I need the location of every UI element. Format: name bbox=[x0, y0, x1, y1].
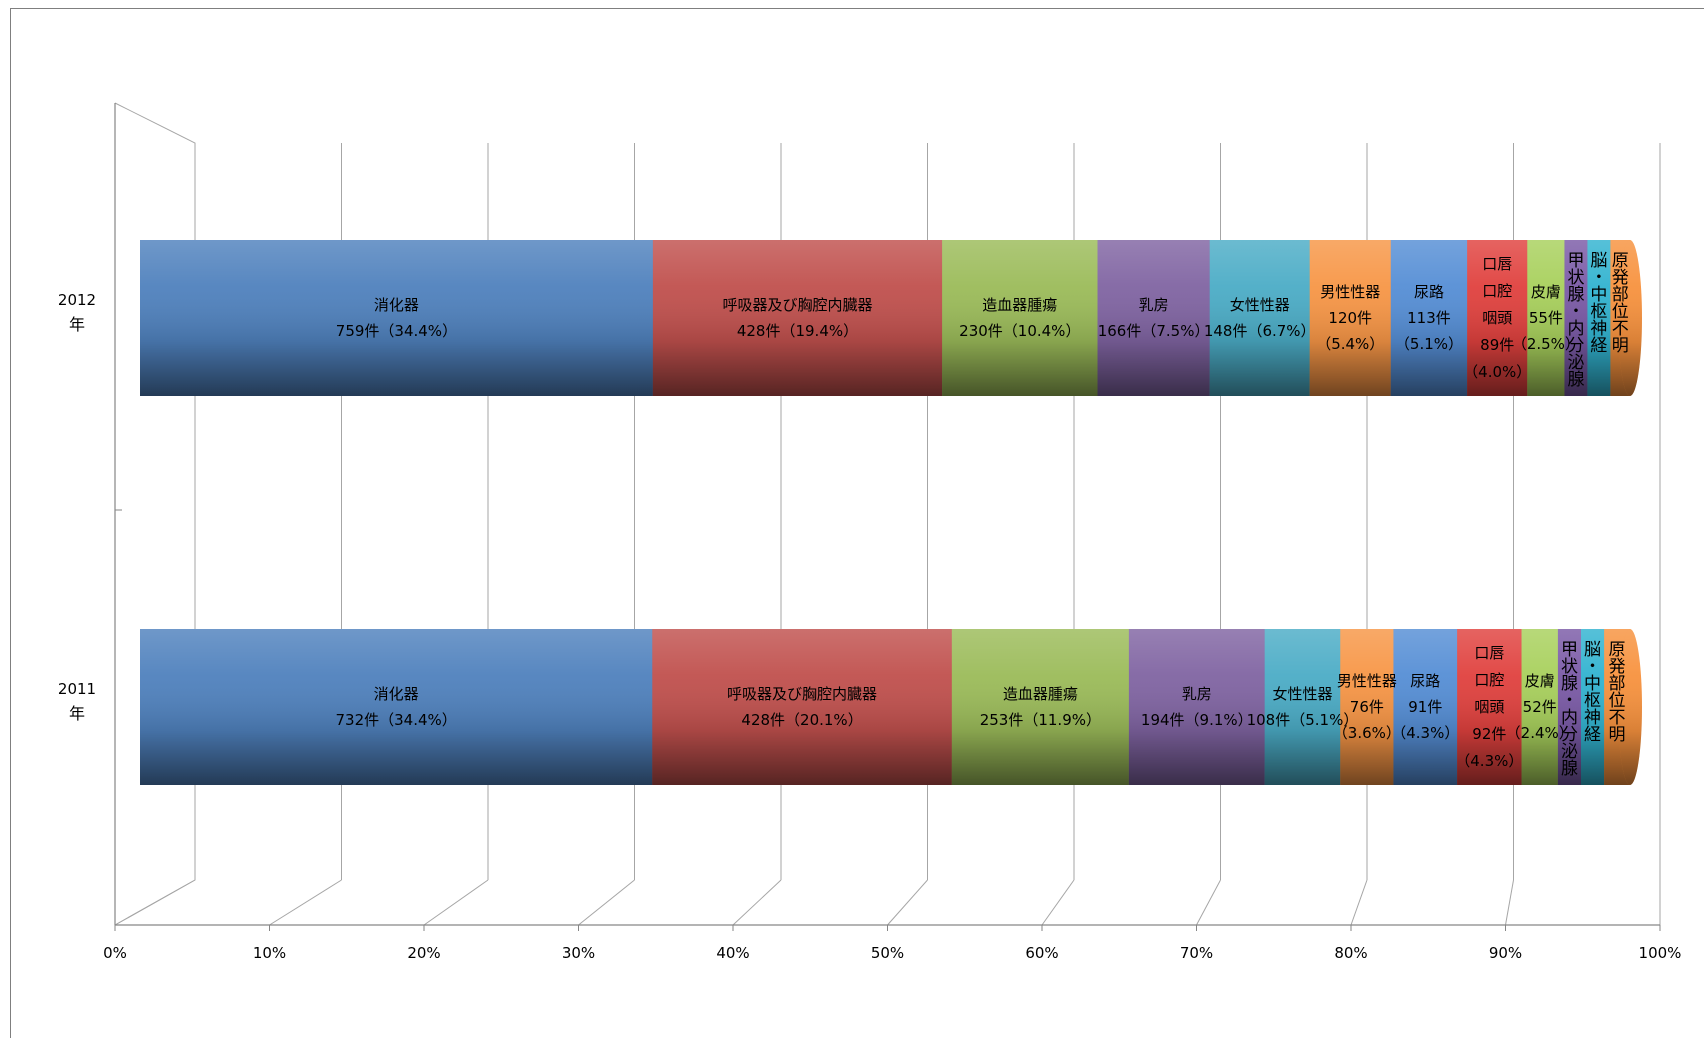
y-tick-label: 年 bbox=[69, 704, 85, 723]
data-label: 乳房 194件（9.1%） bbox=[1141, 685, 1253, 729]
bar-segment-shade bbox=[951, 629, 1130, 785]
bar-segment-shade bbox=[1309, 240, 1392, 396]
chart-walls bbox=[114, 102, 196, 926]
bar-segment-shade bbox=[140, 629, 653, 785]
x-tick-label: 80% bbox=[1334, 944, 1367, 962]
data-label: 原発部位不明 bbox=[1609, 640, 1626, 745]
floor-line bbox=[1041, 879, 1075, 926]
data-label: 消化器 732件（34.4%） bbox=[336, 685, 457, 729]
floor-line bbox=[269, 879, 342, 926]
data-labels: 消化器 759件（34.4%） 呼吸器及び胸腔内臓器 428件（19.4%） 造血器腫瘍… bbox=[336, 251, 1629, 779]
data-label: 脳・中枢神経 bbox=[1590, 251, 1607, 356]
data-label: 甲状腺・内分泌腺 bbox=[1567, 251, 1584, 390]
data-label: 呼吸器及び胸腔内臓器 428件（20.1%） bbox=[727, 685, 877, 729]
bar-segment-shade bbox=[1527, 240, 1566, 396]
x-tick-label: 50% bbox=[871, 944, 904, 962]
bar-segment-shade bbox=[1209, 240, 1311, 396]
y-axis: 2012 年 2011 年 bbox=[58, 291, 96, 723]
data-label: 皮膚 52件（2.4%） bbox=[1506, 672, 1574, 742]
x-tick-label: 40% bbox=[716, 944, 749, 962]
bar-segment-shade bbox=[652, 240, 943, 396]
data-label: 女性性器 148件（6.7%） bbox=[1204, 296, 1316, 340]
y-tick-label: 年 bbox=[69, 315, 85, 334]
bar-segment-shade bbox=[140, 240, 654, 396]
floor-line bbox=[578, 879, 635, 926]
side-wall bbox=[114, 102, 196, 926]
x-tick-label: 20% bbox=[407, 944, 440, 962]
data-label: 尿路 113件（5.1%） bbox=[1395, 283, 1463, 353]
data-label: 女性性器 108件（5.1%） bbox=[1247, 685, 1359, 729]
x-tick-label: 90% bbox=[1489, 944, 1522, 962]
bar-segment-shade bbox=[1264, 629, 1341, 785]
data-label: 甲状腺・内分泌腺 bbox=[1561, 640, 1578, 779]
floor-line bbox=[1350, 879, 1368, 926]
data-label: 尿路 91件（4.3%） bbox=[1391, 672, 1459, 742]
bar-segment-shade bbox=[942, 240, 1099, 396]
floor-line bbox=[732, 879, 782, 926]
x-tick-label: 70% bbox=[1180, 944, 1213, 962]
chart-frame bbox=[10, 8, 1704, 1038]
bars bbox=[140, 240, 1642, 785]
floor-line bbox=[423, 879, 489, 926]
bar-segment-shade bbox=[652, 629, 953, 785]
bar-segment-shade bbox=[1467, 240, 1528, 396]
x-tick-label: 30% bbox=[562, 944, 595, 962]
bar-end-cap-shade bbox=[1618, 629, 1642, 785]
y-tick-label: 2012 bbox=[58, 291, 96, 309]
x-tick-label: 0% bbox=[103, 944, 127, 962]
bar-segment-shade bbox=[1340, 629, 1395, 785]
data-label: 口唇口腔咽頭 89件（4.0%） bbox=[1463, 255, 1531, 381]
data-label: 消化器 759件（34.4%） bbox=[336, 296, 457, 340]
x-tick-label: 100% bbox=[1639, 944, 1682, 962]
bar-segment-shade bbox=[1587, 240, 1612, 396]
floor-line bbox=[114, 879, 196, 926]
bar-segment-shade bbox=[1393, 629, 1458, 785]
data-label: 口唇口腔咽頭 92件（4.3%） bbox=[1455, 644, 1523, 770]
data-label: 呼吸器及び胸腔内臓器 428件（19.4%） bbox=[722, 296, 872, 340]
floor-line bbox=[887, 879, 928, 926]
data-label: 男性性器 76件（3.6%） bbox=[1333, 672, 1401, 742]
bar-segment-shade bbox=[1564, 240, 1589, 396]
bar-segment-shade bbox=[1390, 240, 1468, 396]
data-label: 脳・中枢神経 bbox=[1584, 640, 1601, 745]
bar-segment-shade bbox=[1521, 629, 1559, 785]
data-label: 男性性器 120件（5.4%） bbox=[1316, 283, 1384, 353]
data-label: 造血器腫瘍 253件（11.9%） bbox=[980, 685, 1101, 729]
bar-segment-shade bbox=[1581, 629, 1605, 785]
x-tick-label: 60% bbox=[1025, 944, 1058, 962]
bar-segment-shade bbox=[1557, 629, 1582, 785]
data-label: 皮膚 55件（2.5%） bbox=[1512, 283, 1580, 353]
bar-end-cap-shade bbox=[1618, 240, 1642, 396]
chart-floor bbox=[114, 879, 1661, 926]
bar-segment-shade bbox=[1457, 629, 1523, 785]
data-label: 原発部位不明 bbox=[1612, 251, 1629, 356]
x-axis: 0% 10% 20% 30% 40% 50% 60% 70% 80% 90% 100% bbox=[103, 924, 1682, 962]
bar-segment-shade bbox=[1097, 240, 1211, 396]
floor-line bbox=[1505, 879, 1514, 926]
data-label: 造血器腫瘍 230件（10.4%） bbox=[959, 296, 1080, 340]
floor-line bbox=[1196, 879, 1221, 926]
data-label: 乳房 166件（7.5%） bbox=[1098, 296, 1210, 340]
y-tick-label: 2011 bbox=[58, 680, 96, 698]
x-tick-label: 10% bbox=[253, 944, 286, 962]
bar-segment-shade bbox=[1128, 629, 1266, 785]
